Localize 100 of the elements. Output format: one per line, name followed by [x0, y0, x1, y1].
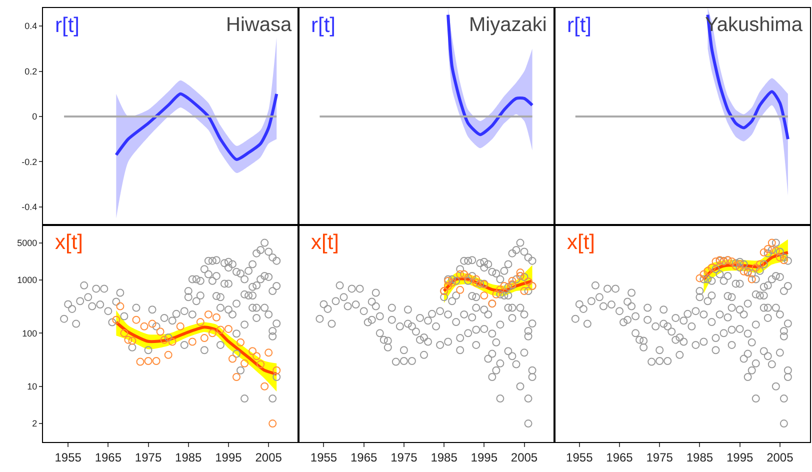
point — [492, 290, 500, 298]
x-tick-label: 1975 — [646, 450, 674, 464]
point — [464, 274, 472, 282]
point — [748, 275, 756, 284]
point — [200, 334, 208, 342]
x-tick-label: 1985 — [175, 450, 202, 464]
point — [148, 320, 156, 328]
point — [248, 347, 257, 356]
point — [120, 329, 128, 338]
x-tick-label: 1955 — [566, 450, 594, 464]
point — [520, 287, 528, 296]
x-tick-label: 1975 — [390, 450, 418, 464]
point — [264, 348, 273, 357]
point — [124, 336, 132, 344]
point — [708, 264, 716, 272]
point — [132, 316, 140, 324]
point — [256, 360, 265, 368]
x-tick-label: 1955 — [310, 450, 338, 464]
annotation: x[t] — [567, 231, 596, 254]
point — [772, 246, 780, 255]
point — [516, 268, 524, 277]
point — [272, 366, 281, 374]
point — [212, 313, 220, 322]
x-tick-label: 1985 — [686, 450, 714, 464]
point — [456, 270, 464, 278]
point — [696, 274, 704, 282]
point — [176, 322, 184, 330]
x-tick-label: 1995 — [470, 450, 498, 464]
point — [776, 253, 784, 262]
point — [164, 350, 172, 359]
point — [760, 248, 768, 256]
x-tick-label: 1995 — [726, 450, 754, 464]
point — [128, 336, 136, 345]
point — [188, 338, 196, 346]
x-tick-label: 1955 — [54, 450, 82, 464]
point — [252, 352, 261, 360]
y-tick-label: 0 — [32, 112, 38, 122]
y-tick-label: 0.4 — [24, 21, 38, 32]
y-tick-label: -0.4 — [22, 202, 38, 212]
y-tick-label: 2 — [32, 418, 38, 429]
x-tick-label: 1995 — [215, 450, 242, 464]
point — [700, 270, 708, 278]
point — [764, 245, 772, 254]
annotation: r[t] — [567, 14, 592, 37]
point — [524, 278, 532, 286]
y-tick-label: 10 — [27, 382, 38, 392]
point — [224, 324, 232, 333]
point — [704, 266, 712, 275]
point — [168, 338, 176, 346]
annotation: r[t] — [311, 14, 336, 37]
point — [444, 282, 452, 290]
chart-title: Miyazaki — [469, 14, 547, 36]
x-tick-label: 2005 — [255, 450, 282, 464]
annotation: r[t] — [55, 14, 80, 37]
point — [732, 262, 740, 270]
point — [756, 260, 764, 268]
point — [144, 356, 152, 365]
y-tick-label: 0.2 — [24, 66, 38, 76]
point — [500, 282, 508, 290]
point — [472, 278, 480, 287]
x-tick-label: 1985 — [430, 450, 458, 464]
point — [268, 420, 277, 428]
point — [712, 257, 720, 266]
x-tick-label: 1965 — [94, 450, 122, 464]
point — [480, 292, 488, 300]
point — [508, 276, 516, 285]
point — [780, 256, 788, 264]
point — [140, 322, 148, 330]
point — [228, 354, 236, 363]
chart-title: Hiwasa — [226, 14, 292, 36]
point — [768, 238, 776, 247]
point — [456, 286, 464, 294]
point — [232, 373, 240, 381]
point — [204, 310, 212, 318]
y-tick-label: -0.2 — [22, 156, 38, 167]
y-tick-label: 100 — [22, 328, 38, 338]
point — [240, 359, 249, 368]
point — [152, 356, 160, 365]
point — [208, 329, 216, 338]
annotation: x[t] — [311, 231, 340, 254]
point — [156, 328, 164, 336]
x-tick-label: 1975 — [134, 450, 162, 464]
point — [472, 275, 480, 284]
annotation: x[t] — [55, 231, 84, 254]
x-tick-label: 1965 — [606, 450, 634, 464]
line-series — [114, 92, 278, 161]
x-tick-label: 2005 — [766, 450, 794, 464]
point — [728, 257, 736, 266]
point — [752, 264, 760, 272]
point — [160, 336, 168, 344]
point — [496, 285, 504, 294]
x-tick-label: 2005 — [510, 450, 538, 464]
point — [260, 382, 269, 390]
x-tick-label: 1965 — [350, 450, 378, 464]
y-tick-label: 1000 — [17, 275, 38, 286]
point — [112, 316, 120, 324]
point — [740, 267, 748, 276]
point — [136, 358, 144, 366]
point — [116, 302, 124, 310]
y-tick-label: 5000 — [17, 238, 38, 248]
